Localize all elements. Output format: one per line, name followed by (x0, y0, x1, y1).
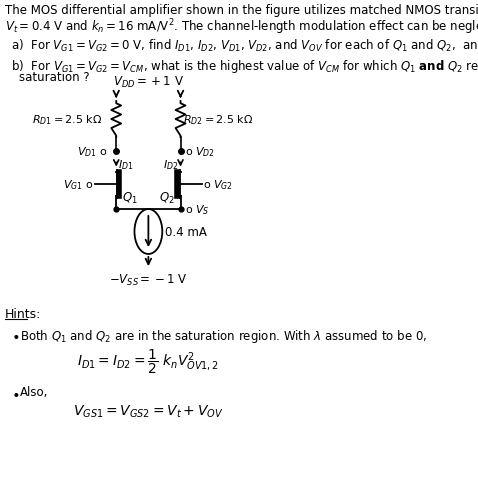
Text: $I_{D1} = I_{D2} = \dfrac{1}{2}\ k_n V^2_{OV1,2}$: $I_{D1} = I_{D2} = \dfrac{1}{2}\ k_n V^2… (77, 347, 219, 376)
Text: $Q_1$: $Q_1$ (122, 190, 138, 206)
Text: $V_{G1}$ o: $V_{G1}$ o (63, 178, 93, 191)
Text: b)  For $V_{G1} = V_{G2} = V_{CM}$, what is the highest value of $V_{CM}$ for wh: b) For $V_{G1} = V_{G2} = V_{CM}$, what … (11, 58, 478, 75)
Text: 0.4 mA: 0.4 mA (165, 225, 206, 238)
Text: $R_{D2} = 2.5$ k$\Omega$: $R_{D2} = 2.5$ k$\Omega$ (183, 113, 253, 127)
Text: a)  For $V_{G1} = V_{G2} = 0$ V, find $I_{D1}$, $I_{D2}$, $V_{D1}$, $V_{D2}$, an: a) For $V_{G1} = V_{G2} = 0$ V, find $I_… (11, 38, 478, 54)
Text: $I_{D1}$: $I_{D1}$ (118, 158, 133, 172)
Text: Both $Q_1$ and $Q_2$ are in the saturation region. With $\lambda$ assumed to be : Both $Q_1$ and $Q_2$ are in the saturati… (20, 327, 427, 344)
Text: Hints:: Hints: (5, 308, 41, 320)
Text: $-V_{SS} = -1$ V: $-V_{SS} = -1$ V (109, 273, 188, 288)
Text: $Q_2$: $Q_2$ (159, 190, 174, 206)
Text: o $V_{D2}$: o $V_{D2}$ (185, 145, 215, 159)
Text: $V_{D1}$ o: $V_{D1}$ o (77, 145, 108, 159)
Text: The MOS differential amplifier shown in the figure utilizes matched NMOS transis: The MOS differential amplifier shown in … (5, 4, 478, 17)
Text: o $V_{G2}$: o $V_{G2}$ (203, 178, 234, 191)
Text: $V_{GS1} = V_{GS2} = V_t + V_{OV}$: $V_{GS1} = V_{GS2} = V_t + V_{OV}$ (73, 403, 224, 419)
Text: Also,: Also, (20, 385, 48, 398)
Text: $I_{D2}$: $I_{D2}$ (163, 158, 179, 172)
Text: $R_{D1} = 2.5$ k$\Omega$: $R_{D1} = 2.5$ k$\Omega$ (33, 113, 103, 127)
Text: $V_t = 0.4$ V and $k_n = 16$ mA/V$^2$. The channel-length modulation effect can : $V_t = 0.4$ V and $k_n = 16$ mA/V$^2$. T… (5, 17, 478, 37)
Text: $\bullet$: $\bullet$ (11, 327, 20, 341)
Text: o $V_S$: o $V_S$ (185, 203, 209, 216)
Text: saturation ?: saturation ? (19, 71, 89, 84)
Text: $V_{DD} = +1$ V: $V_{DD} = +1$ V (113, 75, 184, 90)
Text: $\bullet$: $\bullet$ (11, 385, 20, 399)
